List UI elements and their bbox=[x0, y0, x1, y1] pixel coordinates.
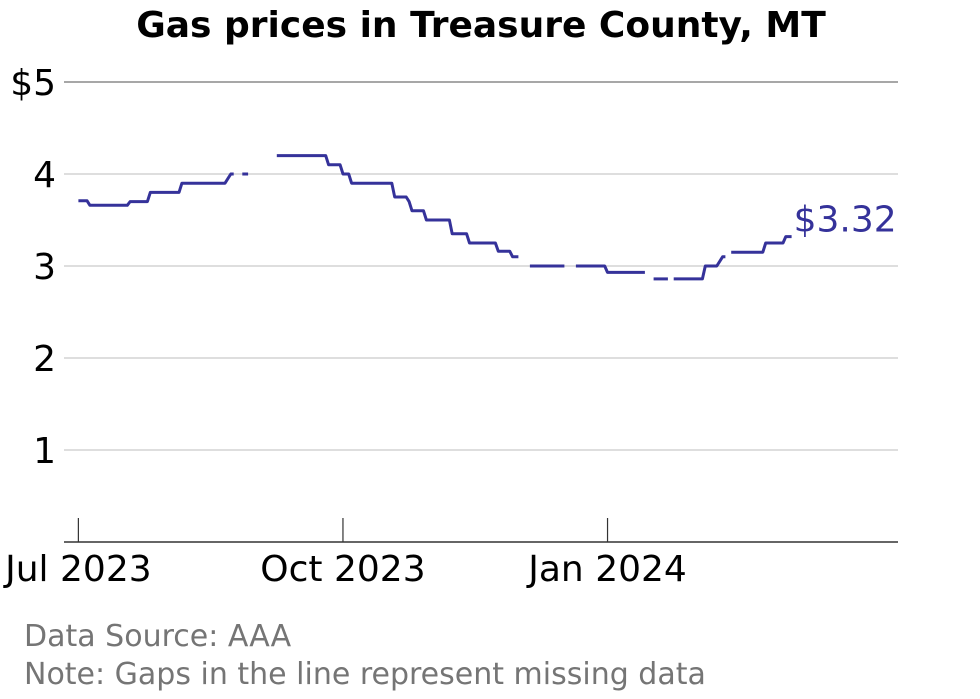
y-tick-label: $5 bbox=[10, 63, 56, 104]
missing-data-note: Note: Gaps in the line represent missing… bbox=[24, 657, 706, 692]
price-line-segment bbox=[673, 255, 726, 281]
chart-title: Gas prices in Treasure County, MT bbox=[136, 5, 826, 46]
x-tick-label: Jul 2023 bbox=[3, 549, 152, 590]
y-tick-label: 3 bbox=[33, 247, 56, 288]
data-source-note: Data Source: AAA bbox=[24, 619, 292, 654]
y-tick-labels: $5 4 3 2 1 bbox=[10, 63, 56, 472]
last-price-label: $3.32 bbox=[794, 200, 897, 241]
price-line-segment bbox=[78, 172, 234, 207]
y-gridlines bbox=[64, 81, 898, 451]
x-ticks: Jul 2023 Oct 2023 Jan 2024 bbox=[3, 518, 687, 590]
price-line-segment bbox=[276, 154, 519, 259]
price-line bbox=[78, 154, 792, 281]
x-tick-label: Oct 2023 bbox=[260, 549, 425, 590]
x-tick-label: Jan 2024 bbox=[526, 549, 687, 590]
y-tick-label: 4 bbox=[33, 155, 56, 196]
price-line-segment bbox=[575, 264, 645, 274]
price-line-segment bbox=[731, 235, 792, 254]
y-tick-label: 1 bbox=[33, 431, 56, 472]
y-tick-label: 2 bbox=[33, 339, 56, 380]
